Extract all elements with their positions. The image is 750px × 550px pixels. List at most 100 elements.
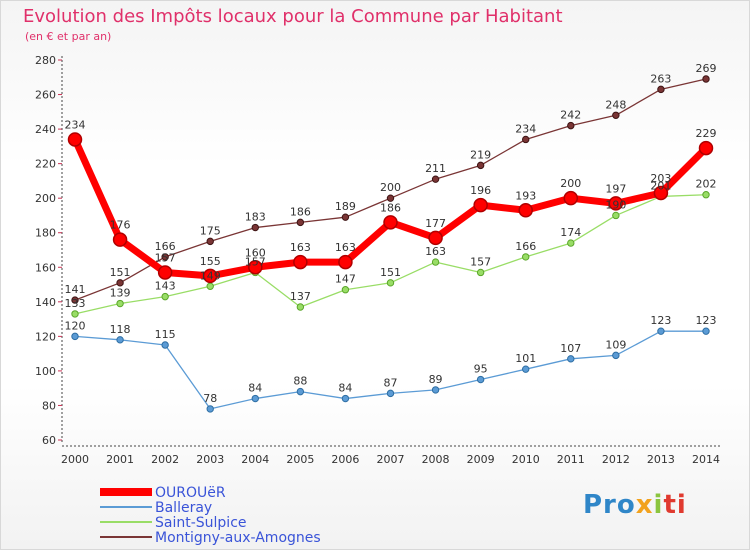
data-label: 163 [425,245,446,258]
data-point [116,279,124,287]
data-point [518,203,533,218]
data-label: 95 [474,363,488,376]
x-tick-label: 2004 [241,453,269,466]
x-tick-label: 2011 [557,453,585,466]
data-point [383,215,398,230]
data-point [702,327,710,335]
data-label: 155 [200,255,221,268]
data-label: 101 [515,352,536,365]
data-point [251,223,259,232]
data-label: 186 [290,205,311,218]
x-tick-label: 2010 [512,453,540,466]
data-label: 197 [605,182,626,195]
data-label: 157 [470,255,491,268]
data-point [386,194,395,202]
data-point [296,218,305,227]
data-label: 176 [110,219,131,232]
x-tick-label: 2001 [106,453,134,466]
data-label: 157 [155,251,176,264]
data-point [248,260,263,275]
data-point [251,394,259,403]
data-label: 190 [605,198,626,211]
data-point [206,282,214,290]
data-label: 193 [515,189,536,202]
data-point [476,161,485,170]
y-tick-label: 280 [35,54,56,67]
x-tick-label: 2014 [692,453,720,466]
y-tick-label: 260 [35,89,56,102]
data-label: 200 [380,181,401,194]
data-point [161,292,169,301]
data-point [702,75,710,83]
data-point [116,299,124,308]
x-tick-label: 2007 [377,453,405,466]
axes: 60 80 100 120 140 160 180 200 220 240 260 280 2000 20… [35,54,722,466]
data-point [386,279,395,287]
chart-title: Evolution des Impôts locaux pour la Comm… [23,6,563,27]
data-label: 242 [560,109,581,122]
data-point [702,191,710,199]
data-label: 84 [338,382,352,395]
data-label: 157 [245,255,266,268]
data-label: 166 [515,240,536,253]
data-label: 88 [293,375,307,388]
data-label: 115 [155,328,176,341]
y-tick-label: 200 [35,192,56,205]
legend-label: Saint-Sulpice [155,515,247,531]
data-point [522,253,530,261]
data-point [206,237,214,246]
data-point [341,286,350,294]
data-point [473,197,488,213]
data-label: 234 [65,118,86,131]
data-point [296,303,305,311]
y-tick-label: 60 [42,434,56,447]
data-label: 200 [560,177,581,190]
data-point [476,375,485,384]
y-tick-label: 240 [35,123,56,136]
data-label: 175 [200,224,221,237]
data-label: 84 [248,382,262,395]
x-tick-label: 2003 [196,453,224,466]
data-label: 163 [290,241,311,254]
data-point [428,230,443,246]
legend-label: OUROUëR [155,485,226,501]
data-label: 196 [470,184,491,197]
data-point [206,405,214,413]
data-label: 201 [650,179,671,192]
x-tick-label: 2005 [286,453,314,466]
chart-subtitle: (en € et par an) [25,30,111,43]
data-point [386,389,395,398]
data-label: 189 [335,200,356,213]
data-label: 107 [560,342,581,355]
data-label: 78 [203,392,217,405]
y-tick-label: 220 [35,158,56,171]
data-label: 87 [384,376,398,389]
logo-part: ti [663,490,687,520]
data-point [522,365,530,373]
data-point [293,254,308,270]
data-label: 141 [65,283,86,296]
data-label: 269 [696,62,717,75]
data-label: 174 [560,226,581,239]
data-label: 149 [200,269,221,282]
y-tick-label: 80 [42,399,56,412]
data-point [698,140,714,156]
data-label: 166 [155,240,176,253]
data-label: 186 [380,201,401,214]
data-label: 160 [245,246,266,259]
y-tick-label: 100 [35,365,56,378]
data-label: 248 [605,98,626,111]
series-layer [67,75,714,413]
legend: OUROUëRBalleraySaint-SulpiceMontigny-aux… [100,485,321,546]
data-point [653,185,669,201]
data-label: 163 [335,241,356,254]
data-point [341,213,350,221]
data-label: 120 [65,319,86,332]
data-label: 109 [605,338,626,351]
y-tick-label: 120 [35,330,56,343]
data-point [567,121,575,130]
data-point [657,85,665,94]
data-point [431,175,440,183]
data-label: 183 [245,211,266,224]
